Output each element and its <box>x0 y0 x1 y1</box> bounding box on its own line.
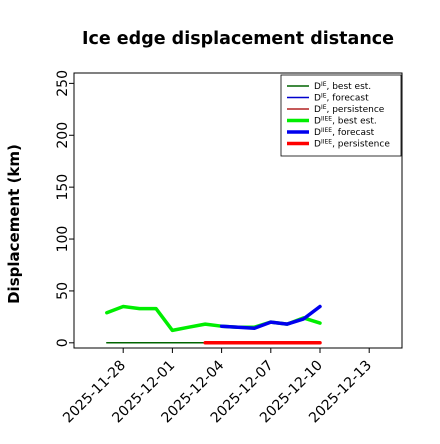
y-tick-label: 250 <box>55 70 71 97</box>
x-axis: 2025-11-282025-12-012025-12-042025-12-07… <box>60 348 375 426</box>
legend-label-suffix: , best est. <box>327 82 372 92</box>
y-tick-label: 150 <box>55 174 71 201</box>
series-line-DIIEE_forecast <box>219 304 322 331</box>
series-line-DIIEE_best <box>105 304 322 333</box>
legend-label-base: D <box>314 105 321 115</box>
y-axis-label: Displacement (km) <box>5 144 23 304</box>
legend-label-DIE_forecast: DIE, forecast <box>314 93 369 104</box>
legend-label-DIE_persistence: DIE, persistence <box>314 104 385 115</box>
legend-label-superscript: IE <box>321 93 327 100</box>
legend-label-base: D <box>314 140 321 150</box>
plot-area <box>73 72 403 349</box>
y-tick-label: 50 <box>55 282 71 300</box>
legend-label-suffix: , persistence <box>332 140 390 150</box>
legend-label-DIIEE_persistence: DIIEE, persistence <box>314 139 390 150</box>
series-layer <box>105 304 322 345</box>
legend-label-base: D <box>314 94 321 104</box>
legend-label-superscript: IE <box>321 104 327 111</box>
legend-label-base: D <box>314 117 321 127</box>
y-tick-label: 0 <box>55 338 71 347</box>
legend-label-suffix: , best est. <box>332 117 377 127</box>
legend-label-DIIEE_forecast: DIIEE, forecast <box>314 127 375 138</box>
legend-label-DIE_best: DIE, best est. <box>314 81 371 92</box>
y-tick-label: 200 <box>55 122 71 149</box>
legend-label-superscript: IIEE <box>321 139 332 146</box>
legend-label-superscript: IIEE <box>321 127 332 134</box>
legend-label-base: D <box>314 82 321 92</box>
legend-label-superscript: IIEE <box>321 116 332 123</box>
legend-label-DIIEE_best: DIIEE, best est. <box>314 116 377 127</box>
legend-label-suffix: , forecast <box>327 94 370 104</box>
y-axis: 0 50 100 150 200 250 <box>55 70 74 347</box>
legend-label-suffix: , persistence <box>327 105 385 115</box>
legend-label-superscript: IE <box>321 81 327 88</box>
legend-label-base: D <box>314 128 321 138</box>
chart-title: Ice edge displacement distance <box>82 29 394 49</box>
y-tick-label: 100 <box>55 226 71 253</box>
legend-label-suffix: , forecast <box>332 128 375 138</box>
